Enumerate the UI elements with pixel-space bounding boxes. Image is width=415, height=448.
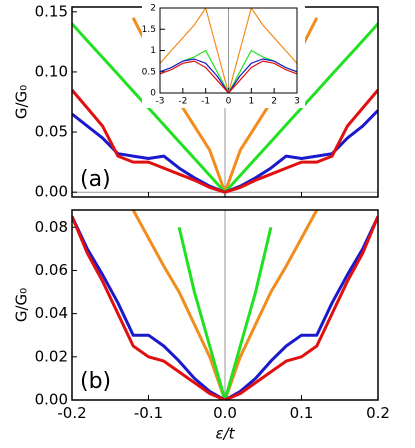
y-tick-label: 1.5 [142, 25, 156, 35]
lines [160, 8, 297, 93]
series-line [160, 58, 297, 93]
y-tick-label: 0.00 [35, 391, 68, 409]
y-tick-label: 0.02 [35, 347, 68, 365]
y-tick-label: 0 [150, 89, 156, 99]
x-tick-label: 0.1 [290, 404, 314, 422]
y-tick-label: 0.15 [35, 2, 68, 20]
panel: 0.00 0.05 0.10 0.15 (a) G/G₀ [13, 2, 379, 201]
frame [159, 7, 298, 94]
x-tick-label: 3 [294, 97, 300, 107]
y-axis-label: G/G₀ [13, 85, 31, 119]
x-tick-label: -1 [201, 97, 210, 107]
y-tick-label: 2 [150, 4, 156, 14]
y-tick-label: 0.05 [35, 123, 68, 141]
x-tick-label: -0.2 [57, 404, 86, 422]
series-line [160, 60, 297, 93]
x-tick-label: 0 [226, 97, 232, 107]
series-line [160, 8, 297, 93]
inset-background [142, 3, 305, 108]
series-line [131, 210, 319, 400]
x-tick-label: 1 [248, 97, 254, 107]
y-tick-label: 0.5 [142, 67, 156, 77]
x-tick-label: 2 [271, 97, 277, 107]
x-tick-label: 0.0 [213, 404, 237, 422]
inset: -3 -2 -1 0 1 2 3 0 0.5 1 1.5 2 [142, 3, 305, 108]
panel-label: (a) [80, 167, 111, 192]
y-tick-label: 0.08 [35, 218, 68, 236]
x-tick-label: -2 [178, 97, 187, 107]
series-line [177, 226, 273, 400]
series-line [72, 89, 378, 194]
y-tick-label: 0.10 [35, 62, 68, 80]
series-line [72, 215, 378, 400]
x-tick-label: -3 [156, 97, 165, 107]
x-tick-label: -0.1 [134, 404, 163, 422]
panel: -0.2 -0.1 0.0 0.1 0.2 0.00 0.02 0.04 0.06 0.08 (b)… [13, 209, 390, 443]
lines [72, 210, 378, 400]
y-tick-label: 0.06 [35, 261, 68, 279]
y-tick-label: 0.04 [35, 304, 68, 322]
x-tick-label: 0.2 [366, 404, 390, 422]
y-tick-label: 0.00 [35, 183, 68, 201]
frame [71, 209, 379, 401]
y-axis-label: G/G₀ [13, 288, 31, 322]
series-line [72, 215, 378, 400]
y-tick-label: 1 [150, 46, 156, 56]
panel-label: (b) [80, 369, 111, 394]
x-axis-label: ε/t [215, 425, 235, 443]
